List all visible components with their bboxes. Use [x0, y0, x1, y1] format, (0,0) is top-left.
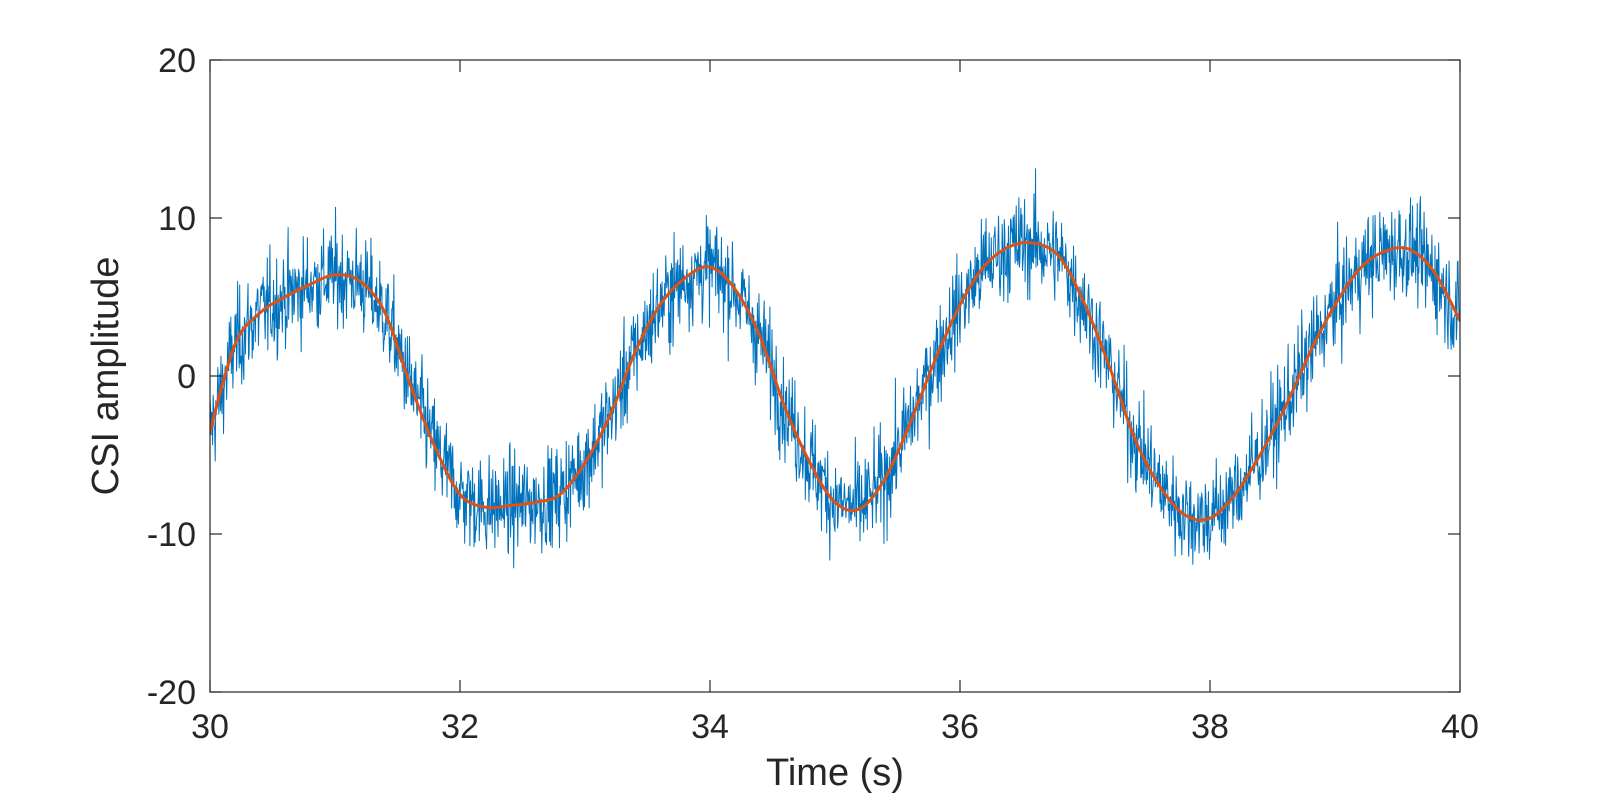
x-tick-label: 38: [1191, 708, 1229, 746]
tick-layer: 30 32 34 36 38 40 -20 -10 0 10 20: [147, 42, 1479, 746]
x-tick-label: 34: [691, 708, 729, 746]
y-tick-label: 0: [177, 358, 196, 396]
x-axis-label: Time (s): [766, 752, 904, 794]
y-tick-label: 10: [158, 200, 196, 238]
y-tick-label: -20: [147, 674, 196, 712]
x-tick-label: 40: [1441, 708, 1479, 746]
x-tick-label: 32: [441, 708, 479, 746]
x-tick-label: 30: [191, 708, 229, 746]
y-tick-label: -10: [147, 516, 196, 554]
y-tick-label: 20: [158, 42, 196, 80]
y-axis-label: CSI amplitude: [85, 257, 127, 496]
raw-signal-line: [210, 168, 1460, 569]
plot-area: [210, 60, 1460, 692]
smoothed-signal-line: [210, 240, 1460, 522]
series-layer: [210, 168, 1460, 569]
x-tick-label: 36: [941, 708, 979, 746]
